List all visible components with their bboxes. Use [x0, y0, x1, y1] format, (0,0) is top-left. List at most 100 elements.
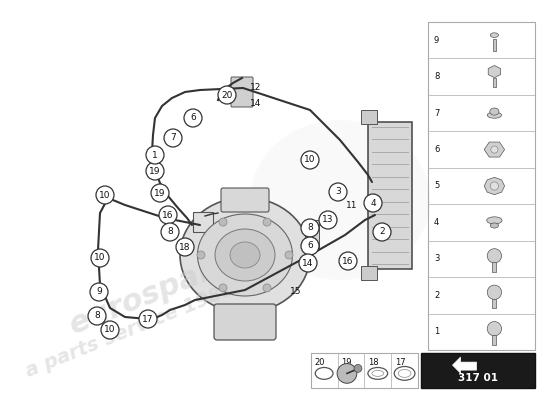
Bar — [428, 22, 535, 350]
Text: 10: 10 — [94, 254, 106, 262]
Circle shape — [337, 364, 357, 383]
Text: 15: 15 — [290, 288, 301, 296]
Polygon shape — [484, 142, 504, 157]
FancyBboxPatch shape — [214, 304, 276, 340]
Circle shape — [161, 223, 179, 241]
Ellipse shape — [197, 214, 293, 296]
Text: 10: 10 — [99, 190, 111, 200]
Circle shape — [487, 249, 502, 263]
Circle shape — [146, 162, 164, 180]
Ellipse shape — [230, 242, 260, 268]
Text: 13: 13 — [322, 216, 334, 224]
Circle shape — [263, 218, 271, 226]
Text: 11: 11 — [345, 200, 357, 210]
FancyBboxPatch shape — [231, 77, 253, 107]
Ellipse shape — [215, 229, 275, 281]
Text: 14: 14 — [302, 258, 313, 268]
FancyBboxPatch shape — [361, 266, 377, 280]
Bar — [492, 262, 497, 272]
Circle shape — [146, 146, 164, 164]
Text: 16: 16 — [342, 256, 354, 266]
Circle shape — [184, 109, 202, 127]
Text: 8: 8 — [307, 224, 313, 232]
Text: 20: 20 — [221, 90, 233, 100]
Circle shape — [164, 129, 182, 147]
Circle shape — [319, 211, 337, 229]
Circle shape — [364, 194, 382, 212]
FancyBboxPatch shape — [368, 122, 412, 269]
Text: 4: 4 — [370, 198, 376, 208]
Circle shape — [91, 249, 109, 267]
Circle shape — [491, 146, 498, 153]
Bar — [492, 299, 497, 308]
FancyBboxPatch shape — [361, 110, 377, 124]
Circle shape — [490, 182, 498, 190]
Text: 2: 2 — [434, 291, 439, 300]
Text: 2: 2 — [379, 228, 385, 236]
Ellipse shape — [490, 108, 499, 115]
Text: 9: 9 — [434, 36, 439, 45]
Circle shape — [487, 285, 502, 300]
Text: 9: 9 — [96, 288, 102, 296]
Text: 3: 3 — [335, 188, 341, 196]
Circle shape — [90, 283, 108, 301]
Polygon shape — [453, 357, 476, 373]
Bar — [492, 335, 497, 344]
Text: 14: 14 — [250, 98, 261, 108]
Text: 4: 4 — [434, 218, 439, 227]
Circle shape — [339, 252, 357, 270]
Text: 8: 8 — [167, 228, 173, 236]
Bar — [311, 353, 418, 388]
Text: 18: 18 — [368, 358, 379, 367]
Circle shape — [299, 254, 317, 272]
Circle shape — [301, 237, 319, 255]
Text: 5: 5 — [434, 182, 439, 190]
Circle shape — [88, 307, 106, 325]
Text: 16: 16 — [162, 210, 174, 220]
Ellipse shape — [250, 120, 430, 280]
Text: 6: 6 — [190, 114, 196, 122]
Polygon shape — [488, 66, 501, 78]
Text: 6: 6 — [307, 242, 313, 250]
Bar — [493, 39, 496, 51]
Bar — [305, 220, 319, 248]
Circle shape — [373, 223, 391, 241]
Text: 17: 17 — [395, 358, 406, 367]
Text: 10: 10 — [304, 156, 316, 164]
Circle shape — [301, 151, 319, 169]
Circle shape — [285, 251, 293, 259]
Text: 317 01: 317 01 — [458, 373, 498, 383]
Text: 19: 19 — [154, 188, 166, 198]
Circle shape — [487, 322, 502, 336]
Circle shape — [219, 284, 227, 292]
Ellipse shape — [487, 112, 502, 118]
Circle shape — [159, 206, 177, 224]
Polygon shape — [484, 177, 504, 195]
Text: 6: 6 — [434, 145, 439, 154]
Bar — [493, 78, 496, 87]
Text: 18: 18 — [179, 242, 191, 252]
Circle shape — [219, 218, 227, 226]
Circle shape — [176, 238, 194, 256]
Circle shape — [263, 284, 271, 292]
Circle shape — [329, 183, 347, 201]
Text: 8: 8 — [434, 72, 439, 81]
Text: 7: 7 — [434, 109, 439, 118]
Ellipse shape — [490, 33, 498, 38]
Text: 8: 8 — [94, 312, 100, 320]
Circle shape — [354, 364, 362, 372]
Polygon shape — [193, 212, 213, 247]
Circle shape — [301, 219, 319, 237]
Ellipse shape — [487, 217, 502, 224]
Ellipse shape — [490, 223, 498, 228]
FancyBboxPatch shape — [221, 188, 269, 212]
Text: 7: 7 — [170, 134, 176, 142]
Circle shape — [139, 310, 157, 328]
Text: a parts service 1985: a parts service 1985 — [23, 279, 238, 381]
Text: 19: 19 — [149, 166, 161, 176]
Text: 1: 1 — [152, 150, 158, 160]
Circle shape — [96, 186, 114, 204]
Text: eurospares: eurospares — [65, 240, 255, 340]
FancyBboxPatch shape — [421, 353, 535, 388]
Text: 10: 10 — [104, 326, 116, 334]
